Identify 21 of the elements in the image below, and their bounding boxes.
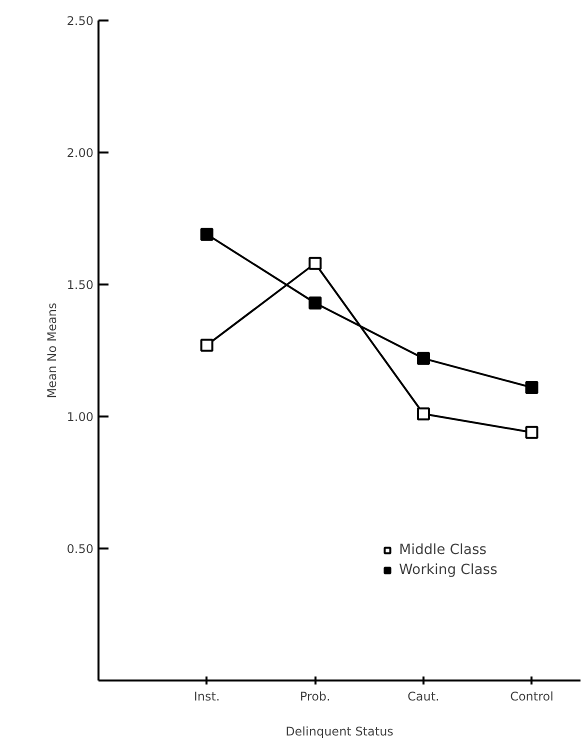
x-tick-label: Control bbox=[510, 690, 554, 704]
x-tick-label: Caut. bbox=[408, 690, 440, 704]
y-tick-label: 0.50 bbox=[66, 542, 94, 556]
point bbox=[525, 426, 538, 439]
point bbox=[200, 228, 214, 241]
y-tick-label: 1.50 bbox=[66, 278, 94, 292]
legend-label: Working Class bbox=[399, 562, 498, 578]
y-tick-label: 2.00 bbox=[66, 146, 94, 160]
point bbox=[308, 256, 322, 270]
y-axis-title: Mean No Means bbox=[44, 302, 59, 398]
point bbox=[308, 296, 322, 310]
legend-label: Middle Class bbox=[399, 542, 487, 558]
point bbox=[416, 352, 430, 365]
point bbox=[525, 380, 538, 394]
y-tick-label: 1.00 bbox=[66, 410, 94, 424]
point bbox=[416, 407, 430, 420]
point bbox=[200, 338, 214, 352]
x-tick-label: Prob. bbox=[300, 690, 330, 704]
y-tick-label: 2.50 bbox=[66, 14, 94, 28]
x-axis-title: Delinquent Status bbox=[286, 724, 394, 738]
x-tick-label: Inst. bbox=[194, 690, 220, 704]
